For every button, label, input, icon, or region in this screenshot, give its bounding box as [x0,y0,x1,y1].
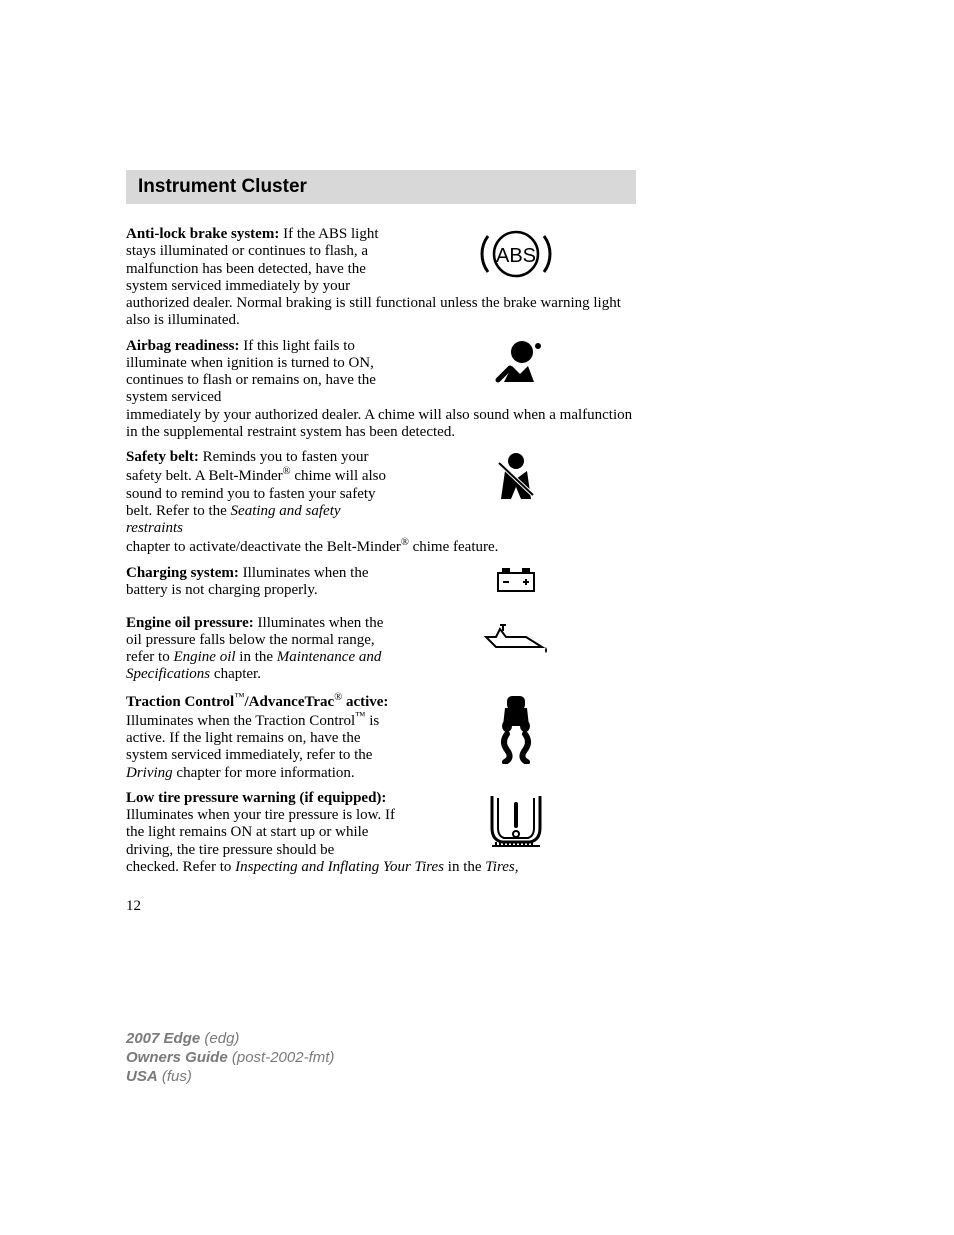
oil-italic1: Engine oil [173,649,235,665]
footer-line-2: Owners Guide (post-2002-fmt) [126,1049,334,1068]
safety-belt-text-full: chapter to activate/deactivate the Belt-… [126,537,636,556]
tpms-icon [456,790,576,852]
footer-line-1: 2007 Edge (edg) [126,1030,334,1049]
svg-text:ABS: ABS [496,245,536,267]
traction-text-narrow: Traction Control™/AdvanceTrac® active: I… [126,692,396,782]
footer-line-3: USA (fus) [126,1068,334,1087]
tire-label: Low tire pressure warning (if equipped): [126,790,386,806]
footer-guide-bold: Owners Guide [126,1049,228,1066]
airbag-icon [456,338,576,386]
oil-text-c: chapter. [210,666,261,682]
footer-model-bold: 2007 Edge [126,1030,200,1047]
footer-guide-rest: (post-2002-fmt) [228,1049,335,1066]
section-abs: Anti-lock brake system: If the ABS light… [126,226,636,330]
reg-mark: ® [334,692,342,703]
traction-label-a: Traction Control [126,694,234,710]
seatbelt-icon [456,449,576,505]
oil-text-narrow: Engine oil pressure: Illuminates when th… [126,615,396,684]
page-footer: 2007 Edge (edg) Owners Guide (post-2002-… [126,1030,334,1086]
footer-region-bold: USA [126,1068,158,1085]
footer-model-rest: (edg) [200,1030,239,1047]
traction-label-b: /AdvanceTrac [244,694,334,710]
traction-icon [456,692,576,764]
abs-icon: ABS [456,226,576,282]
airbag-text-full: immediately by your authorized dealer. A… [126,407,636,442]
safety-belt-text-narrow: Safety belt: Reminds you to fasten your … [126,449,396,537]
section-charging: Charging system: Illuminates when the ba… [126,565,636,607]
tire-text-c: in the [444,859,485,875]
abs-text-narrow: Anti-lock brake system: If the ABS light… [126,226,396,295]
traction-label-c: active: [342,694,388,710]
battery-icon [456,565,576,595]
tire-text-b: checked. Refer to [126,859,235,875]
safety-belt-label: Safety belt: [126,449,199,465]
reg-mark: ® [401,537,409,548]
reg-mark: ® [283,466,291,477]
airbag-label: Airbag readiness: [126,338,239,354]
safety-belt-text-d: chime feature. [409,539,499,555]
section-traction: Traction Control™/AdvanceTrac® active: I… [126,692,636,782]
section-oil: Engine oil pressure: Illuminates when th… [126,615,636,684]
tire-italic1: Inspecting and Inflating Your Tires [235,859,444,875]
charging-text-narrow: Charging system: Illuminates when the ba… [126,565,396,600]
chapter-header-bar: Instrument Cluster [126,170,636,204]
section-safety-belt: Safety belt: Reminds you to fasten your … [126,449,636,557]
oil-label: Engine oil pressure: [126,615,254,631]
oil-icon [456,621,576,655]
abs-text-full: authorized dealer. Normal braking is sti… [126,295,636,330]
footer-region-rest: (fus) [158,1068,192,1085]
traction-italic1: Driving [126,765,173,781]
tire-text-full: checked. Refer to Inspecting and Inflati… [126,859,636,876]
chapter-title: Instrument Cluster [138,176,307,198]
abs-label: Anti-lock brake system: [126,226,279,242]
tire-italic2: Tires, [485,859,518,875]
safety-belt-text-c: chapter to activate/deactivate the Belt-… [126,539,401,555]
section-tire: Low tire pressure warning (if equipped):… [126,790,636,876]
tire-text-narrow: Low tire pressure warning (if equipped):… [126,790,396,859]
charging-label: Charging system: [126,565,239,581]
reg-mark: ™ [355,711,365,722]
section-airbag: Airbag readiness: If this light fails to… [126,338,636,442]
document-page: Instrument Cluster Anti-lock brake syste… [126,170,636,915]
airbag-text-narrow: Airbag readiness: If this light fails to… [126,338,396,407]
traction-text-c: chapter for more information. [173,765,355,781]
page-number: 12 [126,898,636,915]
tire-text-a: Illuminates when your tire pressure is l… [126,807,395,858]
reg-mark: ™ [234,692,244,703]
oil-text-b: in the [236,649,277,665]
traction-text-a: Illuminates when the Traction Control [126,713,355,729]
